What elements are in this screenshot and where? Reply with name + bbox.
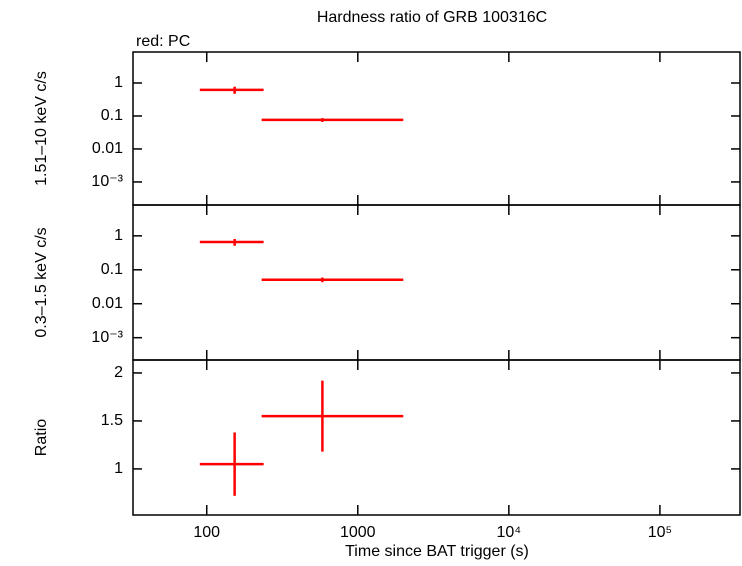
y-tick-label: 0.1 bbox=[101, 261, 123, 278]
y-axis-label: Ratio bbox=[33, 419, 50, 456]
x-axis-label: Time since BAT trigger (s) bbox=[345, 543, 529, 560]
y-tick-label: 2 bbox=[114, 364, 123, 381]
x-tick-label: 10⁴ bbox=[497, 524, 522, 541]
chart-title: Hardness ratio of GRB 100316C bbox=[317, 9, 547, 26]
y-tick-label: 1.5 bbox=[101, 412, 123, 429]
y-tick-label: 1 bbox=[114, 74, 123, 91]
y-tick-label: 0.01 bbox=[92, 140, 123, 157]
plot-frame bbox=[132, 51, 741, 206]
subtitle: red: PC bbox=[136, 33, 190, 50]
y-axis-label: 0.3–1.5 keV c/s bbox=[33, 227, 50, 337]
y-tick-label: 0.01 bbox=[92, 295, 123, 312]
y-axis-label: 1.51–10 keV c/s bbox=[33, 71, 50, 186]
y-tick-label: 10⁻³ bbox=[91, 329, 123, 346]
x-tick-label: 100 bbox=[193, 524, 220, 541]
plot-frame bbox=[132, 359, 741, 516]
y-tick-label: 0.1 bbox=[101, 107, 123, 124]
y-tick-label: 1 bbox=[114, 227, 123, 244]
y-tick-label: 1 bbox=[114, 460, 123, 477]
x-tick-label: 1000 bbox=[340, 524, 376, 541]
plot-frame bbox=[132, 204, 741, 361]
x-tick-label: 10⁵ bbox=[648, 524, 672, 541]
y-tick-label: 10⁻³ bbox=[91, 173, 123, 190]
